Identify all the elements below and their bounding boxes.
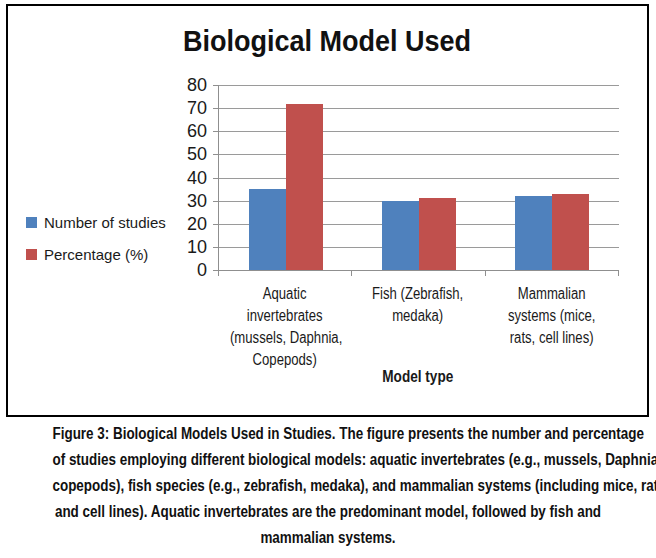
x-tick-mark-1 xyxy=(351,271,352,276)
x-category-label-line: medaka) xyxy=(363,305,472,327)
y-tick-label-20: 20 xyxy=(8,215,207,233)
bar-percentage-cat0 xyxy=(286,104,323,271)
x-category-label-2: Mammaliansystems (mice,rats, cell lines) xyxy=(497,283,606,349)
x-axis-title-text: Model type xyxy=(382,368,453,386)
y-tick-label-60: 60 xyxy=(8,122,207,140)
x-category-label-1: Fish (Zebrafish,medaka) xyxy=(363,283,472,327)
y-tick-mark-70 xyxy=(213,108,218,109)
x-category-label-line: Fish (Zebrafish, xyxy=(363,283,472,305)
gridline-70 xyxy=(219,108,619,109)
x-category-label-line: invertebrates xyxy=(230,305,339,327)
bar-percentage-cat1 xyxy=(419,198,456,270)
y-tick-label-30: 30 xyxy=(8,192,207,210)
caption-line-4: and cell lines). Aquatic invertebrates a… xyxy=(52,499,603,525)
figure-box: Biological Model Used Number of studiesP… xyxy=(6,4,649,417)
plot-area xyxy=(218,85,619,271)
y-tick-mark-80 xyxy=(213,85,218,86)
y-tick-label-80: 80 xyxy=(8,76,207,94)
x-category-label-line: Aquatic xyxy=(230,283,339,305)
x-tick-mark-3 xyxy=(618,271,619,276)
y-axis-labels: 0 10 20 30 40 50 60 70 80 xyxy=(8,6,207,415)
x-axis-title: Model type xyxy=(218,368,618,386)
y-tick-label-0: 0 xyxy=(8,261,207,279)
figure-caption: Figure 3: Biological Models Used in Stud… xyxy=(0,421,656,551)
bar-number-of-studies-cat0 xyxy=(249,189,286,270)
x-tick-mark-0 xyxy=(218,271,219,276)
gridline-40 xyxy=(219,178,619,179)
x-category-label-line: rats, cell lines) xyxy=(497,327,606,349)
y-tick-mark-60 xyxy=(213,131,218,132)
y-tick-label-70: 70 xyxy=(8,99,207,117)
y-tick-label-40: 40 xyxy=(8,169,207,187)
chart-title-text: Biological Model Used xyxy=(183,24,471,58)
y-tick-label-10: 10 xyxy=(8,238,207,256)
x-category-label-line: Mammalian xyxy=(497,283,606,305)
caption-line-3: copepods), fish species (e.g., zebrafish… xyxy=(52,473,603,499)
y-tick-mark-50 xyxy=(213,154,218,155)
caption-line-2: of studies employing different biologica… xyxy=(52,447,603,473)
y-tick-mark-30 xyxy=(213,201,218,202)
x-category-labels: Aquaticinvertebrates(mussels, Daphnia,Co… xyxy=(218,283,618,373)
x-category-label-0: Aquaticinvertebrates(mussels, Daphnia,Co… xyxy=(230,283,339,371)
x-category-label-line: systems (mice, xyxy=(497,305,606,327)
gridline-60 xyxy=(219,131,619,132)
bar-number-of-studies-cat1 xyxy=(382,201,419,270)
y-tick-label-50: 50 xyxy=(8,145,207,163)
x-category-label-line: (mussels, Daphnia, xyxy=(230,327,339,349)
caption-line-5: mammalian systems. xyxy=(52,525,603,551)
bar-percentage-cat2 xyxy=(552,194,589,270)
gridline-50 xyxy=(219,154,619,155)
gridline-80 xyxy=(219,85,619,86)
y-tick-mark-10 xyxy=(213,247,218,248)
x-tick-mark-2 xyxy=(485,271,486,276)
caption-line-1: Figure 3: Biological Models Used in Stud… xyxy=(52,421,603,447)
y-tick-mark-20 xyxy=(213,224,218,225)
bar-number-of-studies-cat2 xyxy=(515,196,552,270)
y-tick-mark-40 xyxy=(213,178,218,179)
